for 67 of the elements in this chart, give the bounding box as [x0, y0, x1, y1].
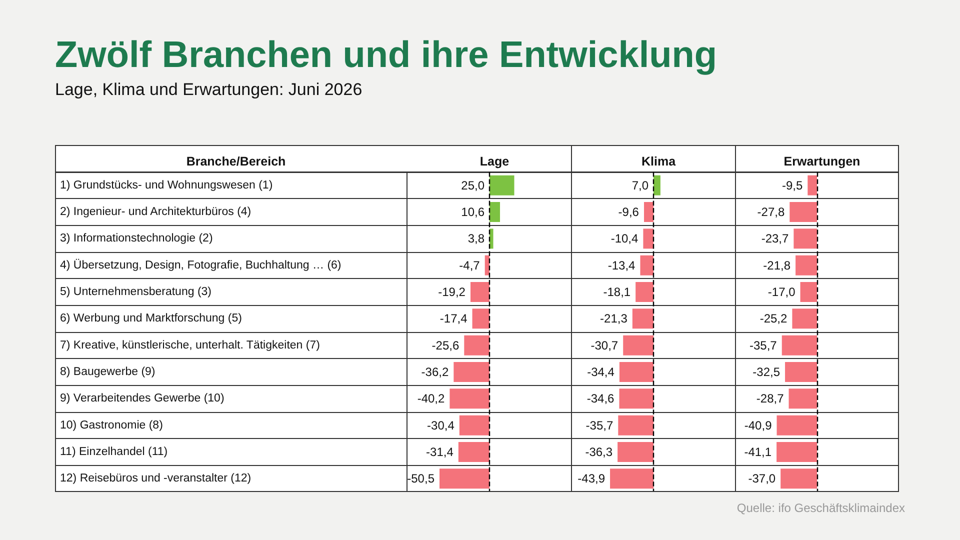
y-tick-label: 8) Baugewerbe (9): [60, 366, 156, 378]
bar: [470, 282, 490, 302]
data-label: -36,3: [585, 445, 613, 459]
data-label: 7,0: [632, 178, 649, 192]
data-label: -23,7: [761, 232, 789, 246]
data-label: -19,2: [438, 285, 466, 299]
y-tick-label: 5) Unternehmensberatung (3): [60, 286, 212, 298]
y-tick-label: 10) Gastronomie (8): [60, 419, 164, 432]
y-tick-label: 12) Reisebüros und -veranstalter (12): [60, 472, 252, 485]
data-label: -28,7: [756, 392, 784, 406]
bar: [458, 442, 490, 462]
data-label: -35,7: [586, 418, 614, 432]
data-label: -35,7: [750, 338, 778, 352]
data-label: -9,6: [618, 205, 640, 219]
data-label: -40,9: [744, 418, 772, 432]
y-tick-label: 4) Übersetzung, Design, Fotografie, Buchhaltung … (6): [60, 258, 342, 272]
y-tick-label: 9) Verarbeitendes Gewerbe (10): [60, 392, 224, 405]
data-label: -34,6: [586, 392, 615, 406]
y-tick-label: 6) Werbung und Marktforschung (5): [60, 312, 242, 325]
data-label: 10,6: [461, 205, 485, 219]
bar: [450, 388, 490, 409]
bar: [490, 228, 494, 249]
chart-title: Lage: [480, 154, 510, 168]
bar: [490, 175, 514, 196]
y-tick-label: 7) Kreative, künstlerische, unterhalt. Tätigkeiten (7): [60, 339, 320, 352]
data-label: -37,0: [748, 472, 776, 486]
text: Lage, Klima und Erwartungen: Juni 2026: [55, 80, 362, 100]
data-label: -40,2: [417, 392, 446, 406]
data-label: -34,4: [587, 365, 615, 379]
bar: [454, 362, 490, 382]
chart-title: Klima: [641, 154, 677, 168]
data-label: -9,5: [782, 178, 803, 192]
data-label: -43,9: [578, 472, 606, 486]
data-label: -25,2: [760, 312, 788, 326]
data-label: -50,5: [407, 472, 435, 486]
bar: [459, 415, 490, 436]
data-label: -18,1: [603, 285, 631, 299]
data-label: -10,4: [610, 232, 639, 246]
data-label: -21,8: [763, 258, 791, 272]
data-label: -4,7: [459, 258, 480, 272]
y-tick-label: 1) Grundstücks- und Wohnungswesen (1): [60, 179, 273, 192]
chart-title: Erwartungen: [784, 154, 860, 168]
bar: [472, 308, 490, 329]
data-label: -27,8: [757, 205, 785, 219]
y-axis-title: Branche/Bereich: [186, 154, 286, 168]
y-tick-label: 3) Informationstechnologie (2): [60, 232, 213, 245]
data-label: -30,7: [590, 338, 618, 352]
data-label: -36,2: [421, 365, 449, 379]
data-label: 3,8: [468, 232, 485, 246]
source-note: Quelle: ifo Geschäftsklimaindex: [736, 501, 905, 515]
bar: [464, 335, 490, 356]
data-label: -30,4: [427, 418, 455, 432]
data-label: -31,4: [426, 445, 454, 459]
bar: [440, 468, 490, 489]
data-label: -41,1: [744, 445, 772, 459]
data-label: -32,5: [752, 365, 780, 379]
y-tick-label: 11) Einzelhandel (11): [60, 446, 168, 458]
text: Zwölf Branchen und ihre Entwicklung: [55, 34, 717, 76]
data-label: -17,0: [768, 285, 796, 299]
data-label: 25,0: [461, 178, 485, 192]
bar: [490, 202, 500, 222]
y-tick-label: 2) Ingenieur- und Architekturbüros (4): [60, 206, 252, 218]
bar: [484, 255, 490, 276]
data-label: -21,3: [600, 312, 628, 326]
data-label: -17,4: [440, 312, 468, 326]
data-label: -13,4: [608, 258, 636, 272]
data-label: -25,6: [432, 338, 460, 352]
